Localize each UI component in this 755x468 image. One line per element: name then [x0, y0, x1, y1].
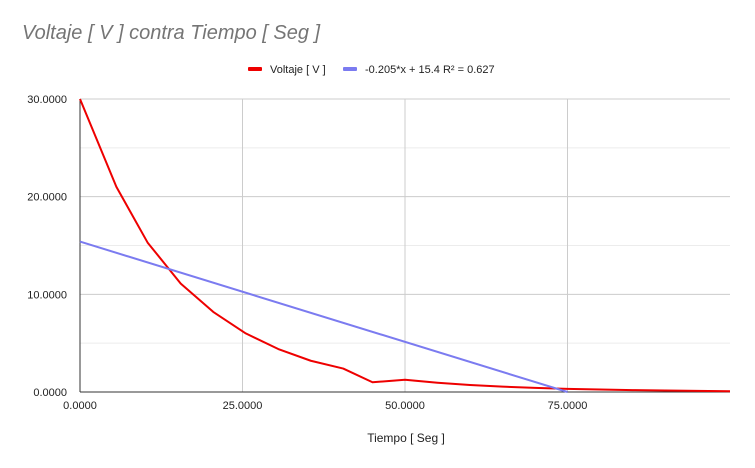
legend-label: Voltaje [ V ] [270, 64, 326, 76]
series-lines [79, 98, 731, 393]
y-tick-label: 10.0000 [27, 289, 67, 301]
legend-label: -0.205*x + 15.4 R² = 0.627 [365, 64, 495, 76]
chart-title: Voltaje [ V ] contra Tiempo [ Seg ] [22, 22, 321, 44]
y-tick-label: 20.0000 [27, 192, 67, 204]
x-tick-label: 0.0000 [63, 400, 97, 412]
y-tick-label: 0.0000 [33, 387, 67, 399]
legend-swatch [343, 67, 357, 71]
x-tick-label: 25.0000 [223, 400, 263, 412]
trendline [79, 240, 568, 393]
grid [80, 98, 730, 392]
axes: 0.0000 10.0000 20.0000 30.0000 0.0000 25.0000… [27, 94, 730, 412]
y-tick-label: 30.0000 [27, 94, 67, 106]
x-axis-title: Tiempo [ Seg ] [367, 431, 445, 445]
x-tick-label: 75.0000 [548, 400, 588, 412]
legend-swatch [248, 67, 262, 71]
legend: Voltaje [ V ] -0.205*x + 15.4 R² = 0.627 [248, 64, 495, 76]
voltage-series-line [79, 98, 731, 393]
x-tick-label: 50.0000 [385, 400, 425, 412]
